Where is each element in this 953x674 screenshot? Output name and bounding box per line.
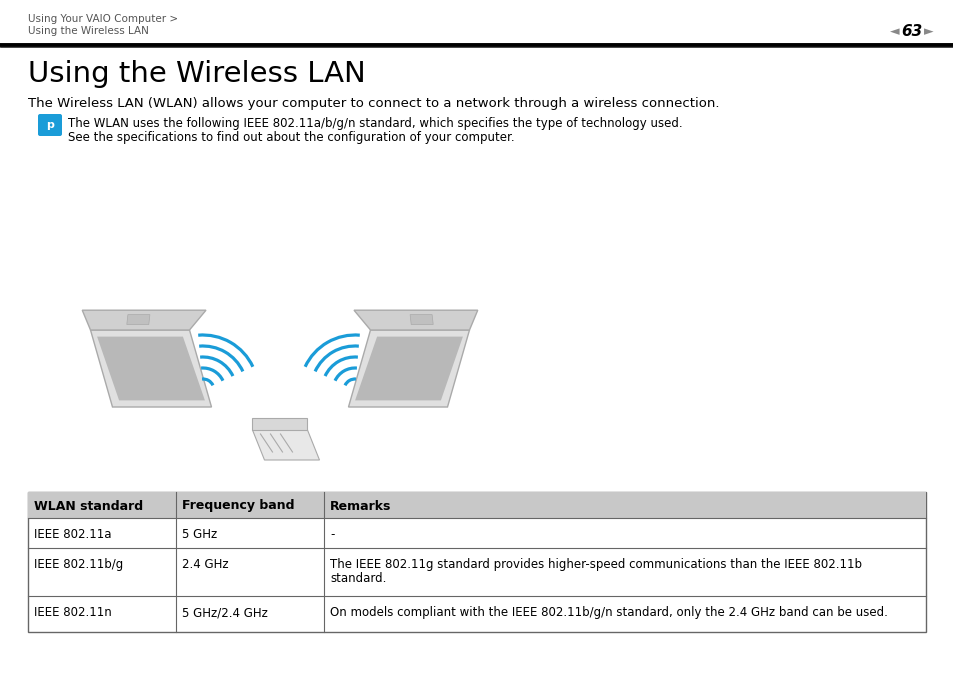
- Text: ►: ►: [923, 26, 933, 38]
- Text: Using the Wireless LAN: Using the Wireless LAN: [28, 60, 365, 88]
- Text: 5 GHz/2.4 GHz: 5 GHz/2.4 GHz: [182, 606, 268, 619]
- Text: 2.4 GHz: 2.4 GHz: [182, 558, 229, 571]
- Polygon shape: [354, 310, 477, 330]
- Polygon shape: [355, 336, 462, 400]
- Bar: [28, 492, 925, 632]
- Text: Frequency band: Frequency band: [182, 499, 294, 512]
- Polygon shape: [348, 330, 469, 407]
- Polygon shape: [97, 336, 205, 400]
- Text: The WLAN uses the following IEEE 802.11a/b/g/n standard, which specifies the typ: The WLAN uses the following IEEE 802.11a…: [68, 117, 682, 130]
- Text: WLAN standard: WLAN standard: [34, 499, 143, 512]
- Text: 63: 63: [901, 24, 922, 40]
- Text: IEEE 802.11n: IEEE 802.11n: [34, 606, 112, 619]
- Text: Using the Wireless LAN: Using the Wireless LAN: [28, 26, 149, 36]
- Polygon shape: [253, 430, 319, 460]
- Text: p: p: [46, 120, 54, 130]
- Text: Remarks: Remarks: [330, 499, 392, 512]
- Text: On models compliant with the IEEE 802.11b/g/n standard, only the 2.4 GHz band ca: On models compliant with the IEEE 802.11…: [330, 606, 887, 619]
- Text: The Wireless LAN (WLAN) allows your computer to connect to a network through a w: The Wireless LAN (WLAN) allows your comp…: [28, 97, 719, 110]
- Polygon shape: [127, 315, 150, 324]
- Polygon shape: [410, 315, 433, 324]
- Text: standard.: standard.: [330, 572, 386, 585]
- Text: See the specifications to find out about the configuration of your computer.: See the specifications to find out about…: [68, 131, 514, 144]
- FancyBboxPatch shape: [38, 114, 62, 136]
- Bar: [28, 492, 925, 518]
- Polygon shape: [253, 418, 307, 430]
- Text: -: -: [330, 528, 335, 541]
- Polygon shape: [91, 330, 212, 407]
- Text: The IEEE 802.11g standard provides higher-speed communications than the IEEE 802: The IEEE 802.11g standard provides highe…: [330, 558, 862, 571]
- Text: Using Your VAIO Computer >: Using Your VAIO Computer >: [28, 14, 178, 24]
- Text: 5 GHz: 5 GHz: [182, 528, 217, 541]
- Text: IEEE 802.11a: IEEE 802.11a: [34, 528, 112, 541]
- Polygon shape: [82, 310, 206, 330]
- Text: IEEE 802.11b/g: IEEE 802.11b/g: [34, 558, 123, 571]
- Text: ◄: ◄: [889, 26, 899, 38]
